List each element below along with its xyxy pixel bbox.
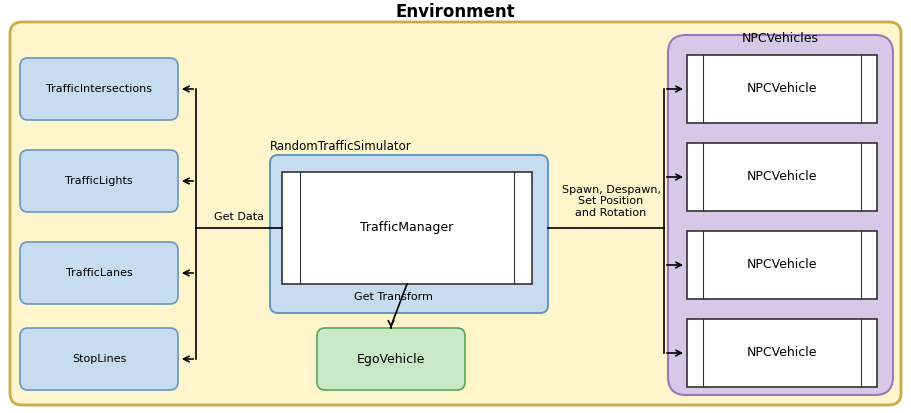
Bar xyxy=(687,55,877,123)
Text: Environment: Environment xyxy=(395,3,516,21)
Text: Get Transform: Get Transform xyxy=(353,292,433,302)
Text: NPCVehicle: NPCVehicle xyxy=(747,83,817,95)
Text: TrafficIntersections: TrafficIntersections xyxy=(46,84,152,94)
Text: StopLines: StopLines xyxy=(72,354,127,364)
Bar xyxy=(687,231,877,299)
Bar xyxy=(687,319,877,387)
Bar xyxy=(687,143,877,211)
Text: TrafficLights: TrafficLights xyxy=(66,176,133,186)
FancyBboxPatch shape xyxy=(317,328,465,390)
Text: TrafficLanes: TrafficLanes xyxy=(66,268,132,278)
Text: Spawn, Despawn,
Set Position
and Rotation: Spawn, Despawn, Set Position and Rotatio… xyxy=(561,185,660,218)
Text: NPCVehicle: NPCVehicle xyxy=(747,171,817,183)
FancyBboxPatch shape xyxy=(668,35,893,395)
FancyBboxPatch shape xyxy=(20,150,178,212)
Bar xyxy=(282,172,532,284)
Text: TrafficManager: TrafficManager xyxy=(361,221,454,235)
FancyBboxPatch shape xyxy=(20,58,178,120)
FancyBboxPatch shape xyxy=(270,155,548,313)
Text: NPCVehicle: NPCVehicle xyxy=(747,347,817,359)
Text: Get Data: Get Data xyxy=(214,212,264,222)
FancyBboxPatch shape xyxy=(20,328,178,390)
Text: NPCVehicles: NPCVehicles xyxy=(742,31,819,45)
Text: RandomTrafficSimulator: RandomTrafficSimulator xyxy=(270,140,412,153)
Text: EgoVehicle: EgoVehicle xyxy=(357,353,425,366)
Text: NPCVehicle: NPCVehicle xyxy=(747,259,817,271)
FancyBboxPatch shape xyxy=(20,242,178,304)
FancyBboxPatch shape xyxy=(10,22,901,405)
